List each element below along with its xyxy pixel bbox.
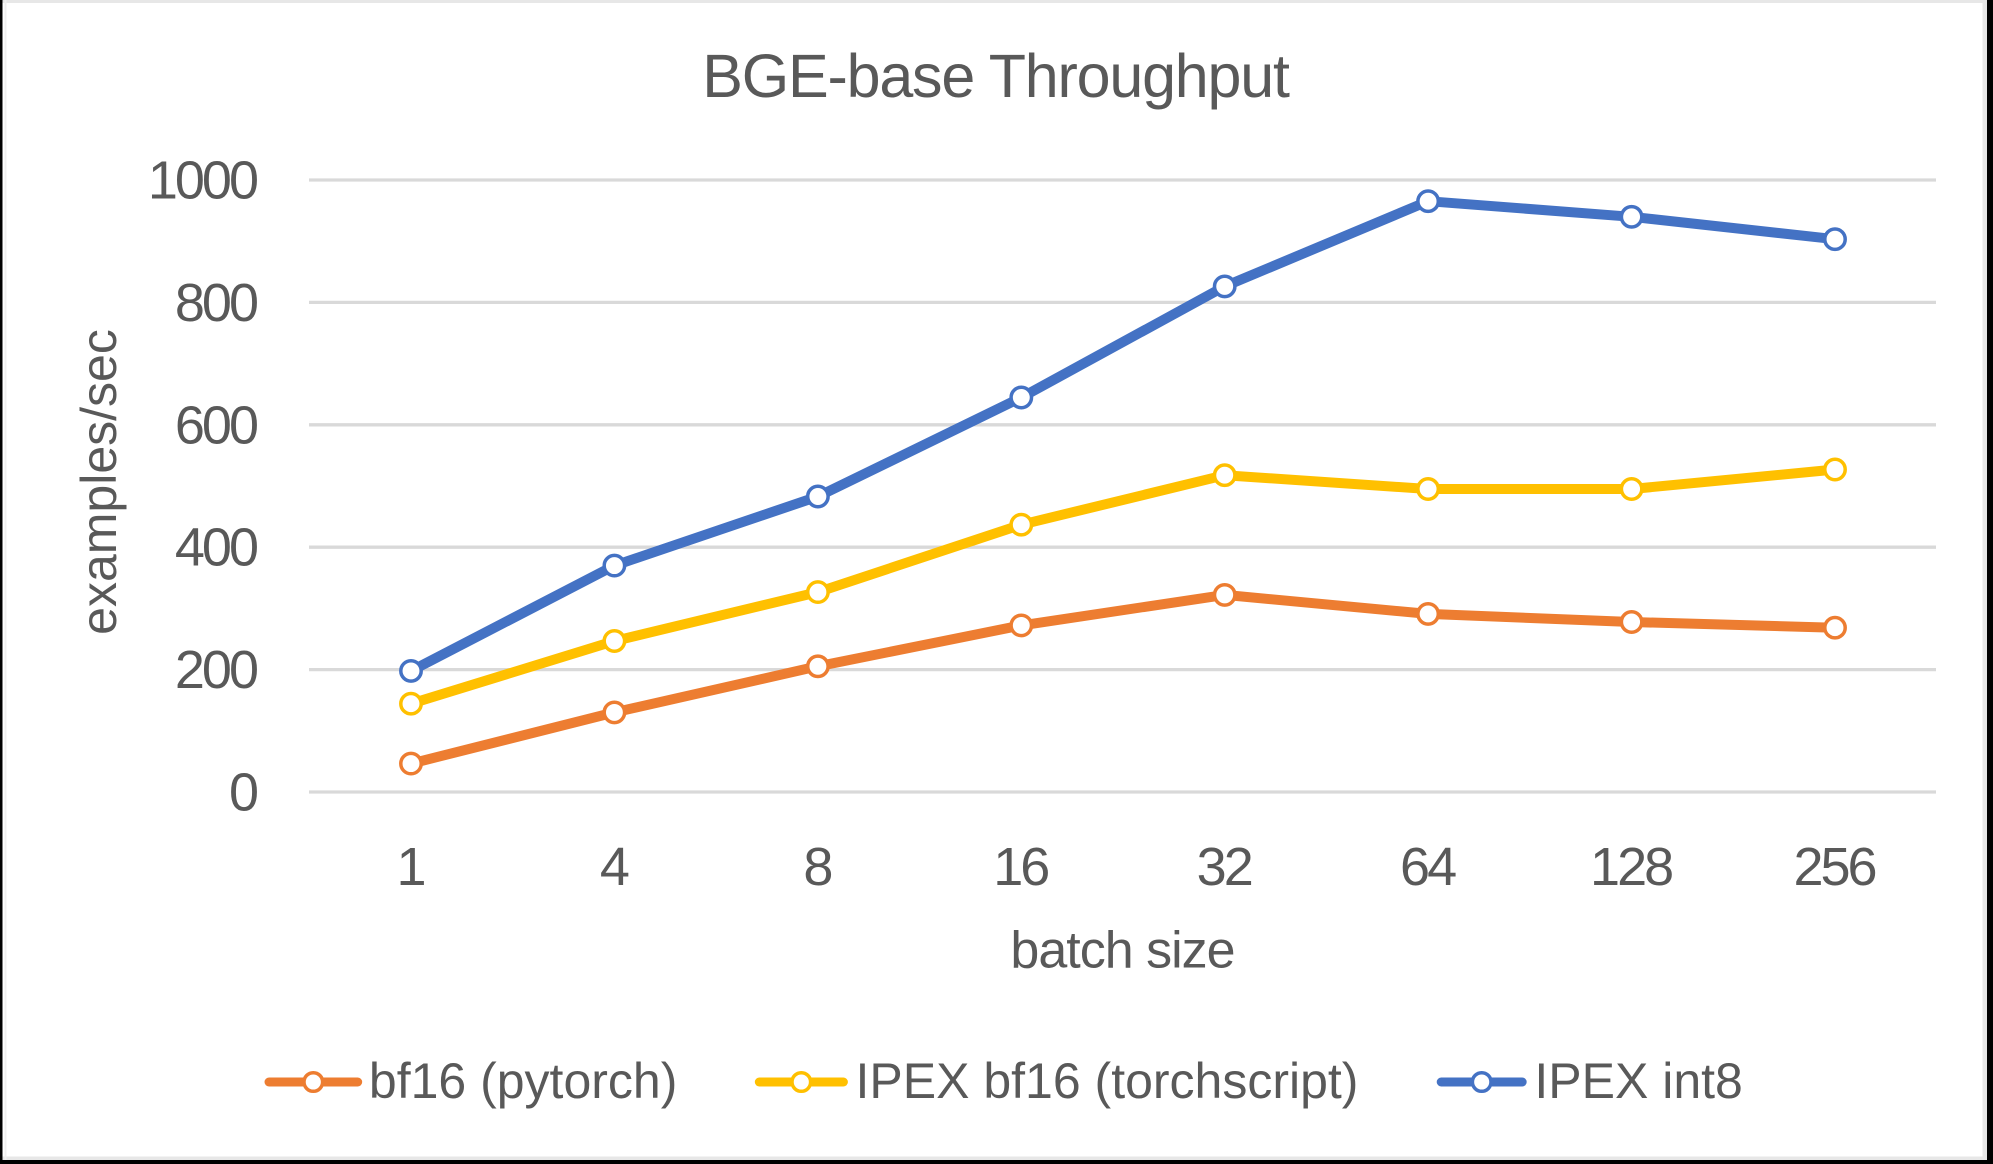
svg-text:BGE-base Throughput: BGE-base Throughput <box>702 42 1290 110</box>
svg-text:64: 64 <box>1400 837 1456 897</box>
svg-text:bf16 (pytorch): bf16 (pytorch) <box>369 1053 677 1109</box>
svg-text:128: 128 <box>1590 837 1672 897</box>
svg-text:256: 256 <box>1793 837 1875 897</box>
svg-text:examples/sec: examples/sec <box>71 329 127 635</box>
svg-text:600: 600 <box>175 395 257 455</box>
svg-text:800: 800 <box>175 273 257 333</box>
svg-text:8: 8 <box>803 837 831 897</box>
svg-text:IPEX bf16 (torchscript): IPEX bf16 (torchscript) <box>856 1053 1359 1109</box>
svg-text:32: 32 <box>1197 837 1252 897</box>
svg-text:4: 4 <box>600 837 629 897</box>
svg-text:200: 200 <box>175 640 257 700</box>
svg-text:IPEX int8: IPEX int8 <box>1534 1053 1742 1109</box>
svg-text:1: 1 <box>396 837 424 897</box>
svg-text:400: 400 <box>175 518 257 578</box>
svg-text:16: 16 <box>993 837 1048 897</box>
svg-text:batch size: batch size <box>1010 922 1234 980</box>
svg-text:1000: 1000 <box>148 151 257 211</box>
svg-text:0: 0 <box>229 763 257 823</box>
